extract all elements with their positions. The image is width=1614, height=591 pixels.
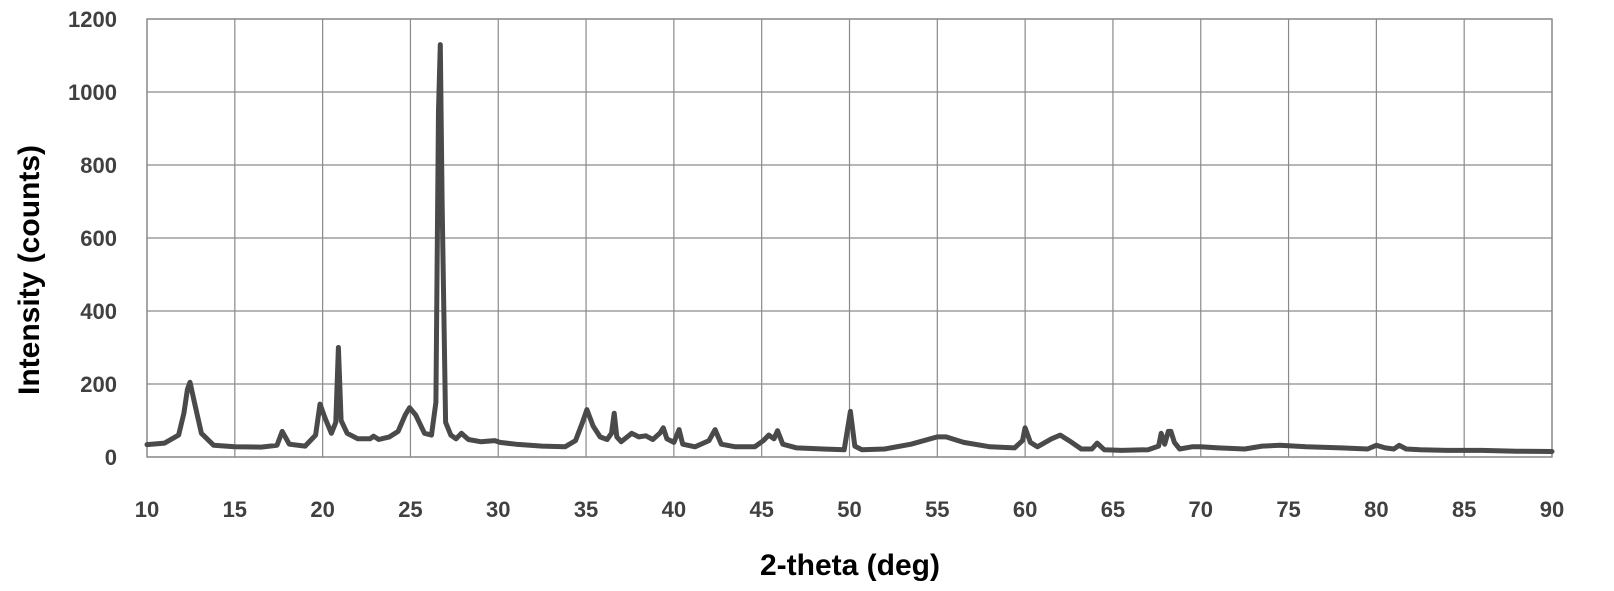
x-tick-label: 10 xyxy=(135,497,159,522)
x-tick-label: 35 xyxy=(574,497,598,522)
x-tick-label: 60 xyxy=(1013,497,1037,522)
x-tick-label: 70 xyxy=(1189,497,1213,522)
y-tick-label: 200 xyxy=(80,372,117,397)
x-tick-label: 85 xyxy=(1452,497,1476,522)
y-tick-label: 800 xyxy=(80,153,117,178)
y-tick-label: 0 xyxy=(105,445,117,470)
x-tick-labels: 10 15 20 25 30 35 40 45 50 55 60 65 70 75 80 85 90 xyxy=(135,497,1564,522)
x-tick-label: 40 xyxy=(662,497,686,522)
x-tick-label: 75 xyxy=(1276,497,1300,522)
x-tick-label: 50 xyxy=(837,497,861,522)
x-tick-label: 65 xyxy=(1101,497,1125,522)
x-tick-label: 90 xyxy=(1540,497,1564,522)
x-axis-title: 2-theta (deg) xyxy=(760,549,940,582)
x-tick-label: 25 xyxy=(398,497,422,522)
xrd-pattern-line xyxy=(144,42,1555,454)
x-tick-label: 80 xyxy=(1364,497,1388,522)
x-tick-label: 55 xyxy=(925,497,949,522)
x-tick-label: 20 xyxy=(310,497,334,522)
y-tick-label: 400 xyxy=(80,299,117,324)
y-tick-label: 1000 xyxy=(68,80,117,105)
x-tick-label: 45 xyxy=(749,497,773,522)
y-tick-label: 1200 xyxy=(68,7,117,32)
x-tick-label: 30 xyxy=(486,497,510,522)
grid-lines xyxy=(146,18,1553,458)
series-layer xyxy=(144,42,1555,454)
y-tick-labels: 0 200 400 600 800 1000 1200 xyxy=(68,7,117,470)
y-tick-label: 600 xyxy=(80,226,117,251)
x-tick-label: 15 xyxy=(223,497,247,522)
y-axis-title: Intensity (counts) xyxy=(13,145,46,395)
plot-frame xyxy=(146,18,1553,458)
